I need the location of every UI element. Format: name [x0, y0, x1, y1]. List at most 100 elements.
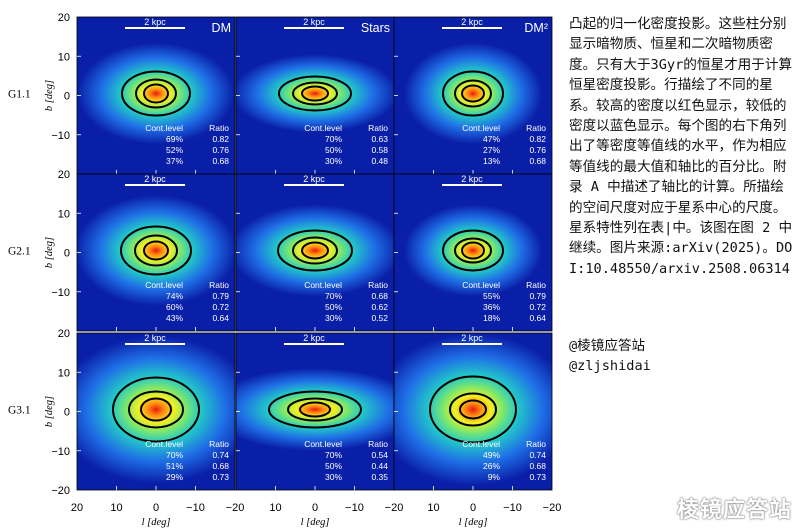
isodensity-contour	[301, 241, 329, 260]
x-tick-label: −20	[543, 502, 562, 514]
scale-bar-label: 2 kpc	[461, 333, 483, 343]
x-tick-label: −10	[345, 502, 364, 514]
row-label: G2.1	[8, 246, 31, 258]
y-tick-label: 10	[58, 208, 70, 220]
panel-g1.1-dm²: 2 kpc DM² Cont.level Ratio 47% 0.82 27% 0.76 13%…	[393, 16, 553, 175]
scale-bar-label: 2 kpc	[461, 17, 483, 27]
contour-level-value: 37%	[166, 156, 183, 166]
y-tick-label: 20	[58, 12, 70, 24]
density-map	[77, 17, 235, 174]
isodensity-contour	[459, 399, 487, 420]
table-header-level: Cont.level	[304, 439, 342, 449]
contour-level-value: 30%	[325, 313, 342, 323]
scale-bar-label: 2 kpc	[144, 17, 166, 27]
contour-level-value: 74%	[166, 291, 183, 301]
contour-level-value: 36%	[483, 302, 500, 312]
table-header-level: Cont.level	[462, 280, 500, 290]
panel-g2.1-dm: 2 kpc Cont.level Ratio 74% 0.79 60% 0.72 43% 0.6…	[76, 173, 236, 332]
y-tick-label: −10	[51, 130, 70, 142]
panel-g3.1-dm²: 2 kpc Cont.level Ratio 49% 0.74 26% 0.68 9% 0.73	[393, 332, 553, 491]
axis-ratio-value: 0.64	[529, 313, 546, 323]
panel-g2.1-stars: 2 kpc Cont.level Ratio 70% 0.68 50% 0.62 30% 0.5…	[235, 173, 395, 332]
isodensity-contour	[134, 234, 178, 267]
axis-ratio-value: 0.64	[212, 313, 229, 323]
contour-level-value: 70%	[325, 134, 342, 144]
watermark-text: 棱镜应答站	[676, 498, 792, 523]
isodensity-contour	[121, 70, 191, 117]
isodensity-contour	[449, 392, 497, 427]
y-tick-label: −10	[51, 446, 70, 458]
contour-level-value: 52%	[166, 145, 183, 155]
axis-ratio-value: 0.54	[371, 450, 388, 460]
y-tick-label: 10	[58, 367, 70, 379]
table-header-ratio: Ratio	[526, 439, 546, 449]
density-map	[236, 174, 394, 331]
axis-ratio-value: 0.68	[212, 461, 229, 471]
contour-level-value: 47%	[483, 134, 500, 144]
x-tick-label: −10	[503, 502, 522, 514]
axis-ratio-value: 0.76	[529, 145, 546, 155]
contour-level-value: 51%	[166, 461, 183, 471]
isodensity-contour	[287, 397, 343, 422]
density-map	[236, 333, 394, 490]
scale-bar-label: 2 kpc	[303, 174, 325, 184]
x-tick-label: 0	[312, 502, 318, 514]
isodensity-contour	[442, 70, 504, 117]
isodensity-contour	[292, 236, 338, 265]
table-header-ratio: Ratio	[368, 280, 388, 290]
table-header-level: Cont.level	[462, 439, 500, 449]
contour-level-value: 26%	[483, 461, 500, 471]
y-tick-label: 20	[58, 169, 70, 181]
scale-bar-label: 2 kpc	[461, 174, 483, 184]
x-axis-label: l [deg]	[459, 517, 488, 528]
x-tick-label: 0	[470, 502, 476, 514]
panel-g2.1-dm²: 2 kpc Cont.level Ratio 55% 0.79 36% 0.72 18% 0.6…	[393, 173, 553, 332]
contour-level-value: 70%	[166, 450, 183, 460]
contour-level-value: 29%	[166, 472, 183, 482]
contour-level-value: 50%	[325, 461, 342, 471]
table-header-ratio: Ratio	[526, 280, 546, 290]
contour-level-value: 50%	[325, 145, 342, 155]
density-map	[394, 333, 552, 490]
axis-ratio-value: 0.44	[371, 461, 388, 471]
y-tick-label: −20	[51, 485, 70, 497]
table-header-level: Cont.level	[462, 123, 500, 133]
axis-ratio-value: 0.72	[212, 302, 229, 312]
table-header-level: Cont.level	[304, 280, 342, 290]
axis-ratio-value: 0.62	[371, 302, 388, 312]
table-header-ratio: Ratio	[209, 123, 229, 133]
contour-level-value: 70%	[325, 450, 342, 460]
density-map	[236, 17, 394, 174]
isodensity-contour	[299, 401, 331, 418]
contour-level-value: 18%	[483, 313, 500, 323]
table-header-level: Cont.level	[304, 123, 342, 133]
x-tick-label: −20	[226, 502, 245, 514]
isodensity-contour	[277, 229, 353, 272]
panel-g3.1-stars: 2 kpc Cont.level Ratio 70% 0.54 50% 0.44 30% 0.3…	[235, 332, 395, 491]
contour-level-value: 60%	[166, 302, 183, 312]
axis-ratio-value: 0.79	[212, 291, 229, 301]
contour-level-value: 9%	[488, 472, 501, 482]
axis-ratio-value: 0.74	[529, 450, 546, 460]
contour-level-value: 30%	[325, 472, 342, 482]
table-header-ratio: Ratio	[526, 123, 546, 133]
x-tick-label: 10	[427, 502, 439, 514]
isodensity-contour	[454, 237, 492, 264]
isodensity-contour	[429, 375, 517, 444]
y-tick-label: 20	[58, 328, 70, 340]
contour-level-value: 50%	[325, 302, 342, 312]
axis-ratio-value: 0.68	[371, 291, 388, 301]
scale-bar-label: 2 kpc	[303, 17, 325, 27]
axis-ratio-value: 0.76	[212, 145, 229, 155]
table-header-ratio: Ratio	[209, 280, 229, 290]
scale-bar-label: 2 kpc	[144, 174, 166, 184]
y-tick-label: 0	[64, 407, 70, 419]
table-header-level: Cont.level	[145, 280, 183, 290]
isodensity-contour	[454, 79, 492, 108]
panel-g1.1-stars: 2 kpc Stars Cont.level Ratio 70% 0.63 50% 0.58 3…	[235, 16, 395, 175]
isodensity-contour	[461, 84, 485, 103]
axis-ratio-value: 0.48	[371, 156, 388, 166]
isodensity-contour	[143, 240, 169, 261]
scale-bar-label: 2 kpc	[303, 333, 325, 343]
column-title: Stars	[361, 21, 390, 35]
